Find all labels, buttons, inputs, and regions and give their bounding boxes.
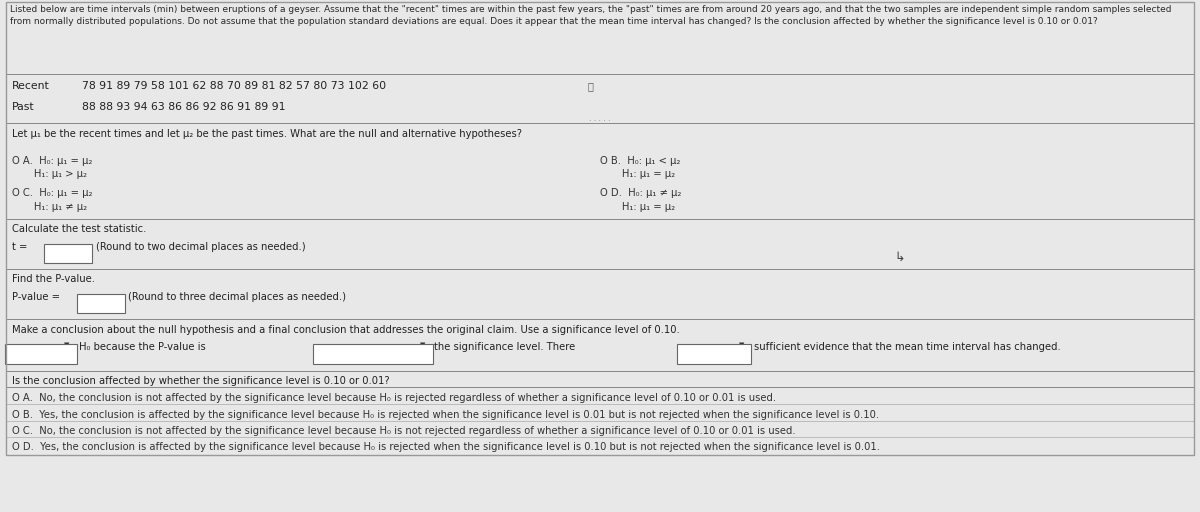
Text: O A.  H₀: μ₁ = μ₂: O A. H₀: μ₁ = μ₂	[12, 156, 92, 166]
Text: Listed below are time intervals (min) between eruptions of a geyser. Assume that: Listed below are time intervals (min) be…	[10, 5, 1171, 26]
Text: t =: t =	[12, 242, 28, 252]
Text: Make a conclusion about the null hypothesis and a final conclusion that addresse: Make a conclusion about the null hypothe…	[12, 325, 679, 335]
Text: Past: Past	[12, 102, 35, 113]
FancyBboxPatch shape	[5, 344, 77, 364]
Text: (Round to two decimal places as needed.): (Round to two decimal places as needed.)	[96, 242, 306, 252]
FancyBboxPatch shape	[44, 244, 92, 263]
Text: ⎘: ⎘	[588, 81, 594, 91]
Text: Is the conclusion affected by whether the significance level is 0.10 or 0.01?: Is the conclusion affected by whether th…	[12, 376, 390, 387]
Text: P-value =: P-value =	[12, 292, 60, 302]
Text: H₀ because the P-value is: H₀ because the P-value is	[79, 342, 206, 352]
Text: Recent: Recent	[12, 81, 49, 91]
Text: sufficient evidence that the mean time interval has changed.: sufficient evidence that the mean time i…	[754, 342, 1061, 352]
Text: O A.  No, the conclusion is not affected by the significance level because H₀ is: O A. No, the conclusion is not affected …	[12, 393, 776, 403]
Text: ↳: ↳	[894, 251, 905, 264]
Text: O D.  H₀: μ₁ ≠ μ₂: O D. H₀: μ₁ ≠ μ₂	[600, 188, 682, 199]
FancyBboxPatch shape	[77, 294, 125, 313]
Text: O D.  Yes, the conclusion is affected by the significance level because H₀ is re: O D. Yes, the conclusion is affected by …	[12, 442, 880, 453]
Text: . . . . .: . . . . .	[589, 114, 611, 123]
Text: O B.  Yes, the conclusion is affected by the significance level because H₀ is re: O B. Yes, the conclusion is affected by …	[12, 410, 880, 420]
Text: H₁: μ₁ ≠ μ₂: H₁: μ₁ ≠ μ₂	[12, 202, 88, 212]
Text: ▼: ▼	[739, 342, 744, 348]
Text: the significance level. There: the significance level. There	[434, 342, 576, 352]
Text: Find the P-value.: Find the P-value.	[12, 274, 95, 285]
FancyBboxPatch shape	[313, 344, 433, 364]
Text: H₁: μ₁ > μ₂: H₁: μ₁ > μ₂	[12, 169, 88, 180]
Text: O B.  H₀: μ₁ < μ₂: O B. H₀: μ₁ < μ₂	[600, 156, 680, 166]
Text: O C.  No, the conclusion is not affected by the significance level because H₀ is: O C. No, the conclusion is not affected …	[12, 426, 796, 436]
Text: 88 88 93 94 63 86 86 92 86 91 89 91: 88 88 93 94 63 86 86 92 86 91 89 91	[82, 102, 286, 113]
Text: 78 91 89 79 58 101 62 88 70 89 81 82 57 80 73 102 60: 78 91 89 79 58 101 62 88 70 89 81 82 57 …	[82, 81, 385, 91]
Text: H₁: μ₁ = μ₂: H₁: μ₁ = μ₂	[600, 169, 676, 180]
Text: Calculate the test statistic.: Calculate the test statistic.	[12, 224, 146, 234]
Text: ▼: ▼	[420, 342, 425, 348]
Text: O C.  H₀: μ₁ = μ₂: O C. H₀: μ₁ = μ₂	[12, 188, 92, 199]
Text: ▼: ▼	[64, 342, 68, 348]
FancyBboxPatch shape	[677, 344, 751, 364]
Text: H₁: μ₁ = μ₂: H₁: μ₁ = μ₂	[600, 202, 676, 212]
Text: (Round to three decimal places as needed.): (Round to three decimal places as needed…	[128, 292, 347, 302]
Text: Let μ₁ be the recent times and let μ₂ be the past times. What are the null and a: Let μ₁ be the recent times and let μ₂ be…	[12, 129, 522, 139]
